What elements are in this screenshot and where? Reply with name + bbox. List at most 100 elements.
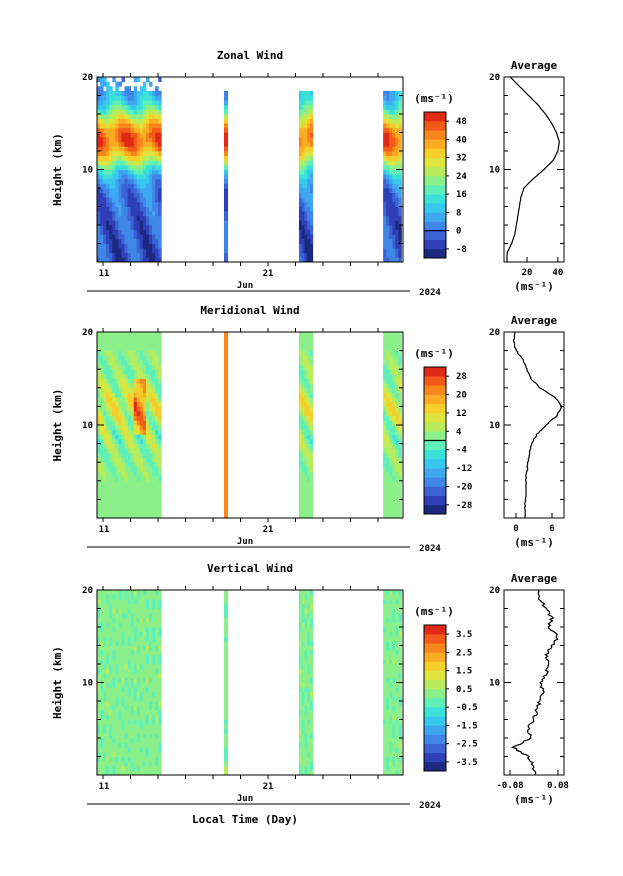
heatmap-cell: [298, 215, 303, 221]
heatmap-cell: [130, 733, 135, 739]
heatmap-cell: [115, 594, 119, 600]
heatmap-cell: [121, 369, 125, 375]
heatmap-cell: [304, 220, 308, 226]
heatmap-cell: [149, 104, 153, 110]
heatmap-cell: [389, 229, 393, 235]
heatmap-cell: [304, 724, 308, 730]
heatmap-cell: [145, 243, 150, 249]
heatmap-cell: [124, 613, 128, 619]
heatmap-cell: [139, 345, 144, 351]
heatmap-cell: [124, 485, 128, 491]
heatmap-cell: [307, 132, 311, 138]
heatmap-cell: [118, 234, 122, 240]
heatmap-cell: [386, 109, 390, 115]
heatmap-cell: [115, 636, 119, 642]
heatmap-cell: [103, 364, 107, 370]
heatmap-cell: [155, 169, 159, 175]
heatmap-cell: [145, 664, 150, 670]
heatmap-cell: [142, 81, 147, 87]
heatmap-cell: [106, 415, 110, 421]
heatmap-cell: [133, 608, 138, 614]
heatmap-cell: [139, 701, 144, 707]
heatmap-cell: [304, 192, 308, 198]
heatmap-cell: [398, 141, 402, 147]
heatmap-cell: [301, 691, 305, 697]
heatmap-cell: [158, 238, 162, 244]
heatmap-cell: [103, 392, 107, 398]
heatmap-cell: [149, 499, 153, 505]
heatmap-cell: [158, 201, 162, 207]
heatmap-cell: [149, 81, 153, 87]
heatmap-cell: [392, 504, 396, 510]
heatmap-cell: [152, 257, 156, 263]
heatmap-cell: [307, 141, 311, 147]
heatmap-cell: [130, 146, 135, 152]
heatmap-cell: [158, 188, 162, 194]
heatmap-cell: [158, 747, 162, 753]
heatmap-cell: [142, 724, 147, 730]
heatmap-cell: [106, 332, 110, 338]
heatmap-cell: [301, 238, 305, 244]
heatmap-cell: [100, 169, 104, 175]
heatmap-cell: [301, 364, 305, 370]
heatmap-cell: [136, 761, 141, 767]
heatmap-cell: [304, 132, 308, 138]
heatmap-cell: [152, 132, 156, 138]
heatmap-cell: [158, 664, 162, 670]
heatmap-cell: [155, 387, 159, 393]
heatmap-cell: [136, 434, 141, 440]
heatmap-cell: [133, 654, 138, 660]
heatmap-cell: [392, 257, 396, 263]
heatmap-cell: [298, 622, 303, 628]
heatmap-cell: [139, 332, 144, 338]
heatmap-cell: [298, 155, 303, 161]
heatmap-cell: [139, 127, 144, 133]
heatmap-cell: [398, 677, 402, 683]
colorbar-step: [424, 486, 446, 496]
heatmap-cell: [97, 714, 101, 720]
heatmap-cell: [142, 151, 147, 157]
heatmap-cell: [97, 471, 101, 477]
heatmap-cell: [115, 206, 119, 212]
heatmap-cell: [109, 164, 113, 170]
x-tick-label: 11: [99, 269, 110, 279]
heatmap-cell: [298, 513, 303, 519]
heatmap-cell: [100, 701, 104, 707]
heatmap-cell: [298, 636, 303, 642]
heatmap-cell: [307, 724, 311, 730]
heatmap-cell: [139, 151, 144, 157]
heatmap-cell: [155, 443, 159, 449]
heatmap-cell: [309, 188, 314, 194]
colorbar-step: [424, 203, 446, 213]
colorbar-step: [424, 212, 446, 222]
heatmap-cell: [136, 613, 141, 619]
heatmap-cell: [145, 123, 150, 129]
heatmap-cell: [301, 765, 305, 771]
heatmap-cell: [118, 636, 122, 642]
heatmap-cell: [223, 668, 229, 674]
heatmap-cell: [398, 206, 402, 212]
heatmap-cell: [103, 673, 107, 679]
heatmap-cell: [133, 452, 138, 458]
heatmap-cell: [298, 127, 303, 133]
heatmap-cell: [386, 751, 390, 757]
heatmap-cell: [307, 434, 311, 440]
heatmap-cell: [383, 132, 387, 138]
heatmap-cell: [152, 364, 156, 370]
heatmap-cell: [398, 109, 402, 115]
heatmap-cell: [139, 160, 144, 166]
heatmap-cell: [115, 257, 119, 263]
heatmap-cell: [133, 701, 138, 707]
heatmap-cell: [145, 751, 150, 757]
heatmap-cell: [383, 123, 387, 129]
heatmap-cell: [130, 668, 135, 674]
heatmap-cell: [103, 677, 107, 683]
heatmap-cell: [100, 100, 104, 106]
heatmap-cell: [149, 508, 153, 514]
heatmap-cell: [386, 118, 390, 124]
heatmap-cell: [106, 137, 110, 143]
heatmap-cell: [383, 100, 387, 106]
heatmap-cell: [392, 714, 396, 720]
heatmap-cell: [383, 164, 387, 170]
heatmap-cell: [118, 201, 122, 207]
